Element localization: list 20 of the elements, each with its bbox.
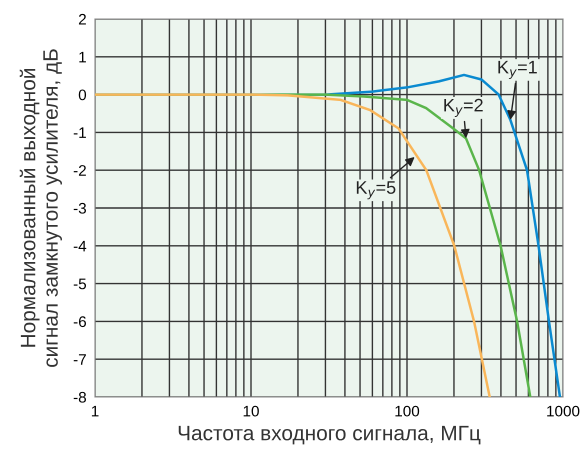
y-tick-label: -7 [74, 354, 86, 365]
x-axis-title: Частота входного сигнала, МГц [178, 426, 480, 444]
x-tick-label: 1 [92, 406, 99, 416]
y-tick-label: -5 [74, 278, 86, 290]
annotation: K$_{y}$=1 [498, 60, 537, 79]
y-tick-label: 0 [78, 89, 86, 100]
y-tick-label: 1 [79, 52, 86, 62]
annotation: K$_{y}$=5 [356, 181, 396, 200]
x-tick-label: 10 [244, 406, 259, 417]
y-tick-label: -8 [74, 392, 86, 403]
y-tick-label: -1 [74, 127, 86, 138]
y-tick-label: -2 [74, 165, 86, 176]
y-tick-label: -6 [74, 316, 86, 328]
x-tick-label: 100 [395, 406, 420, 417]
y-tick-label: -4 [74, 240, 86, 252]
x-tick-label: 1000 [547, 406, 580, 417]
y-tick-label: 2 [78, 14, 86, 25]
annotation: K$_{y}$=2 [444, 98, 483, 117]
y-axis-title: Нормализованный выходной сигнал замкнутого усилителя, дБ [20, 49, 62, 367]
y-tick-label: -3 [74, 202, 86, 214]
